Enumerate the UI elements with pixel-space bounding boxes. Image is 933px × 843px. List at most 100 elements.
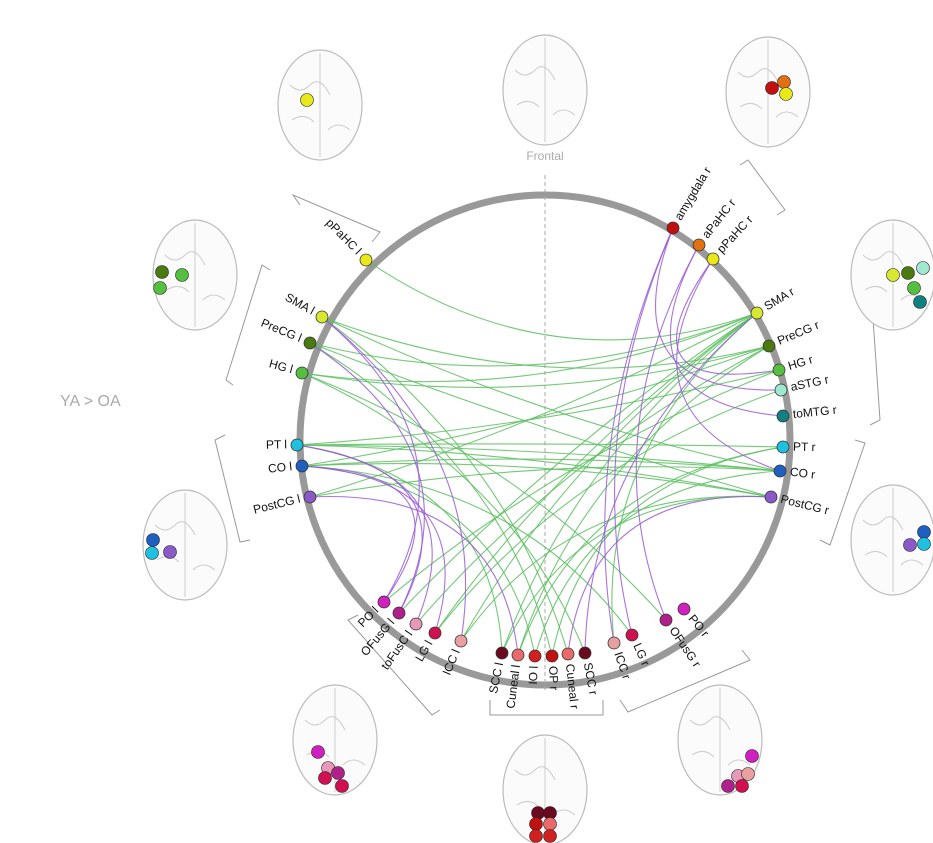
brain-fold	[862, 516, 924, 566]
node-label: pPaHC l	[323, 216, 364, 258]
node	[762, 339, 776, 353]
node	[625, 628, 639, 642]
node-label: PT r	[793, 439, 816, 454]
brain-dot	[175, 268, 189, 282]
edge	[309, 342, 425, 614]
brain	[850, 484, 933, 596]
brain-fold	[164, 251, 226, 301]
node	[776, 440, 790, 454]
edge	[676, 258, 781, 472]
node-label: Cuneal l	[503, 664, 522, 709]
brain-icons	[142, 34, 933, 843]
edge	[460, 312, 758, 642]
node	[774, 383, 788, 397]
brain-dot	[779, 87, 793, 101]
edge	[301, 345, 770, 388]
node	[377, 595, 391, 609]
frontal-label: Frontal	[526, 149, 563, 163]
brain-dot	[155, 265, 169, 279]
brain-dot	[335, 779, 349, 793]
edge	[301, 372, 667, 621]
edge	[296, 444, 772, 498]
node	[428, 626, 442, 640]
edge	[584, 312, 758, 654]
node	[764, 490, 778, 504]
brain-dot	[145, 546, 159, 560]
node	[659, 613, 673, 627]
edge	[301, 465, 416, 603]
edge	[301, 372, 586, 654]
brain-dot	[765, 81, 779, 95]
node	[692, 238, 706, 252]
node	[303, 490, 317, 504]
node	[677, 602, 691, 616]
node-label: SCC r	[581, 661, 601, 696]
edge	[301, 458, 781, 472]
brain-dot	[331, 766, 345, 780]
edges	[296, 227, 784, 657]
node-label: PT l	[266, 437, 287, 451]
edge	[398, 312, 758, 614]
edge	[309, 495, 519, 656]
edge	[301, 312, 758, 383]
node-label: amygdala r	[671, 165, 714, 223]
contrast-label: YA > OA	[60, 393, 121, 410]
node-label: toMTG r	[792, 403, 837, 421]
brain-fold	[737, 68, 799, 118]
edge	[434, 312, 758, 634]
brain-dot	[543, 817, 557, 831]
node	[392, 606, 406, 620]
edge	[296, 369, 780, 446]
edge	[296, 443, 784, 448]
edge	[676, 258, 780, 375]
edge	[551, 446, 784, 657]
edge	[517, 345, 770, 656]
brain-fold	[514, 66, 576, 116]
edge	[321, 316, 569, 655]
brain-fold	[689, 716, 751, 766]
brain-dot	[917, 537, 931, 551]
node	[545, 649, 559, 663]
edge	[383, 369, 780, 603]
node	[511, 648, 525, 662]
edge	[365, 259, 758, 341]
node-label: OP r	[546, 666, 561, 691]
node	[561, 647, 575, 661]
node	[528, 649, 542, 663]
brain-dot	[901, 266, 915, 280]
edge	[321, 316, 781, 472]
brain-dot	[886, 268, 900, 282]
node-label: PreCG l	[259, 316, 304, 345]
edge	[460, 495, 772, 642]
brain-dot	[163, 545, 177, 559]
node-label: SMA r	[762, 284, 797, 313]
edge	[321, 316, 420, 603]
node-label: PostCG l	[252, 492, 302, 517]
edge	[296, 444, 423, 614]
node	[706, 252, 720, 266]
brain-dot	[741, 767, 755, 781]
edge	[635, 244, 700, 621]
brain-dot	[777, 75, 791, 89]
brain-dot	[300, 93, 314, 107]
brain-dot	[907, 281, 921, 295]
brain-dot	[721, 779, 735, 793]
node	[666, 221, 680, 235]
node	[290, 438, 304, 452]
node-label: SCC l	[486, 661, 506, 694]
node-label: HG r	[786, 352, 814, 373]
brain-dot	[903, 538, 917, 552]
edge	[534, 470, 781, 657]
edge	[654, 227, 782, 391]
edge	[309, 312, 758, 498]
edge	[611, 312, 758, 644]
brain-dot	[318, 771, 332, 785]
edge	[604, 227, 674, 644]
node-label: PreCG r	[775, 318, 821, 348]
node	[295, 459, 309, 473]
edge	[321, 316, 467, 642]
node-label: Cuneal r	[563, 663, 582, 710]
node	[454, 634, 468, 648]
edge	[567, 495, 772, 655]
node	[773, 464, 787, 478]
